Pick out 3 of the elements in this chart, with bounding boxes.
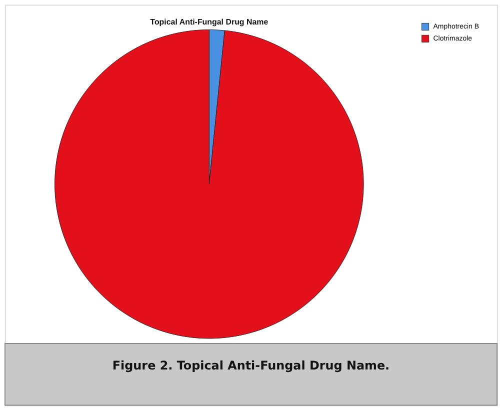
chart-title: Topical Anti-Fungal Drug Name <box>150 18 269 27</box>
pie-slice <box>54 29 364 339</box>
caption: Figure 2. Topical Anti-Fungal Drug Name. <box>112 358 390 372</box>
